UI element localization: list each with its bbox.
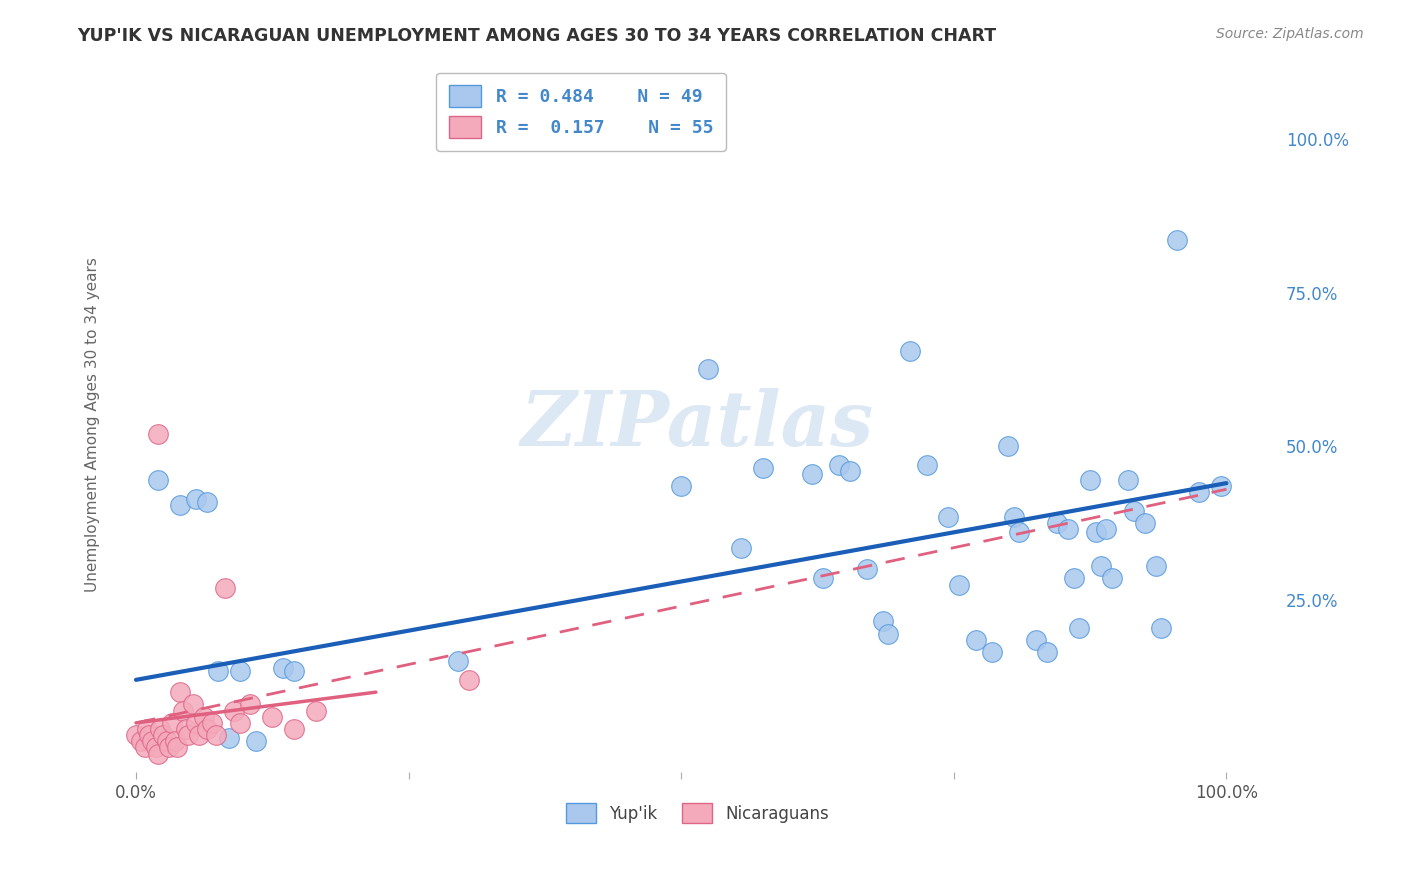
Point xyxy=(965,632,987,647)
Point xyxy=(1008,525,1031,540)
Point xyxy=(135,722,157,736)
Point xyxy=(152,728,174,742)
Point xyxy=(1046,516,1069,530)
Point xyxy=(1035,645,1057,659)
Point xyxy=(283,722,305,736)
Point xyxy=(207,664,229,678)
Point xyxy=(169,685,191,699)
Point xyxy=(811,571,834,585)
Point xyxy=(245,734,267,748)
Point xyxy=(145,740,167,755)
Point xyxy=(981,645,1004,659)
Point xyxy=(671,479,693,493)
Point xyxy=(172,704,194,718)
Point xyxy=(141,734,163,748)
Point xyxy=(149,722,172,736)
Point xyxy=(155,734,177,748)
Point xyxy=(828,458,851,472)
Point xyxy=(181,698,204,712)
Point xyxy=(271,660,294,674)
Point xyxy=(214,581,236,595)
Point xyxy=(160,715,183,730)
Point xyxy=(204,728,226,742)
Legend: Yup'ik, Nicaraguans: Yup'ik, Nicaraguans xyxy=(555,793,839,833)
Point xyxy=(1122,504,1144,518)
Text: YUP'IK VS NICARAGUAN UNEMPLOYMENT AMONG AGES 30 TO 34 YEARS CORRELATION CHART: YUP'IK VS NICARAGUAN UNEMPLOYMENT AMONG … xyxy=(77,27,997,45)
Point xyxy=(218,731,240,746)
Point xyxy=(1209,479,1232,493)
Point xyxy=(457,673,479,687)
Point xyxy=(169,498,191,512)
Point xyxy=(1078,473,1101,487)
Point xyxy=(305,704,328,718)
Point xyxy=(1002,510,1025,524)
Point xyxy=(1057,522,1080,536)
Point xyxy=(228,715,250,730)
Point xyxy=(166,740,188,755)
Point xyxy=(146,747,169,761)
Point xyxy=(224,704,246,718)
Point xyxy=(134,740,156,755)
Point xyxy=(174,722,197,736)
Text: Source: ZipAtlas.com: Source: ZipAtlas.com xyxy=(1216,27,1364,41)
Point xyxy=(948,577,970,591)
Point xyxy=(447,654,470,668)
Point xyxy=(157,740,180,755)
Point xyxy=(262,710,284,724)
Point xyxy=(839,464,862,478)
Point xyxy=(1188,485,1211,500)
Point xyxy=(193,710,215,724)
Point xyxy=(1084,525,1107,540)
Point xyxy=(1144,559,1167,574)
Point xyxy=(1025,632,1047,647)
Point xyxy=(184,715,207,730)
Point xyxy=(138,728,160,742)
Point xyxy=(1069,621,1091,635)
Point xyxy=(146,427,169,442)
Point xyxy=(1063,571,1085,585)
Point xyxy=(1095,522,1118,536)
Point xyxy=(184,491,207,506)
Point xyxy=(730,541,752,555)
Point xyxy=(131,734,153,748)
Point xyxy=(125,728,148,742)
Point xyxy=(1166,233,1188,247)
Point xyxy=(201,715,224,730)
Y-axis label: Unemployment Among Ages 30 to 34 years: Unemployment Among Ages 30 to 34 years xyxy=(86,257,100,592)
Point xyxy=(188,728,211,742)
Point xyxy=(195,722,218,736)
Point xyxy=(177,728,200,742)
Point xyxy=(1101,571,1123,585)
Point xyxy=(1133,516,1156,530)
Point xyxy=(872,615,894,629)
Point xyxy=(915,458,938,472)
Point xyxy=(877,626,900,640)
Point xyxy=(938,510,960,524)
Point xyxy=(228,664,250,678)
Point xyxy=(165,734,187,748)
Point xyxy=(997,439,1019,453)
Point xyxy=(195,494,218,508)
Point xyxy=(855,562,877,576)
Point xyxy=(1116,473,1139,487)
Point xyxy=(697,362,720,376)
Point xyxy=(283,664,305,678)
Point xyxy=(752,460,775,475)
Text: ZIPatlas: ZIPatlas xyxy=(522,388,875,462)
Point xyxy=(146,473,169,487)
Point xyxy=(239,698,262,712)
Point xyxy=(898,343,921,358)
Point xyxy=(1150,621,1173,635)
Point xyxy=(1090,559,1112,574)
Point xyxy=(801,467,824,481)
